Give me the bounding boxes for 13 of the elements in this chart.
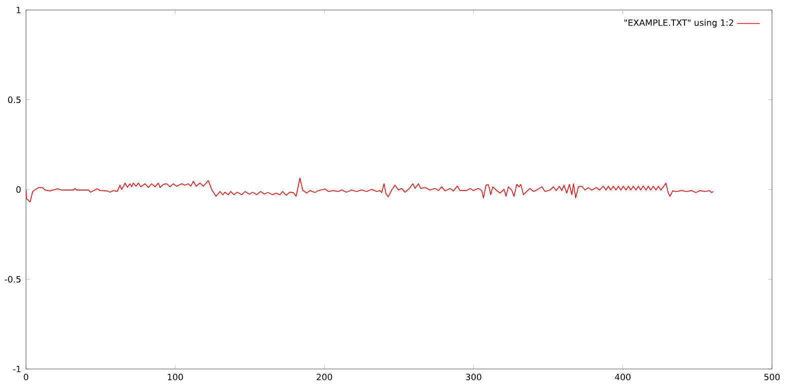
line-series (26, 178, 714, 202)
x-tick-label: 500 (764, 374, 780, 380)
x-tick-label: 0 (24, 374, 28, 380)
y-tick-label: 1 (16, 6, 20, 14)
y-tick-label: 0.5 (8, 96, 21, 104)
x-tick-label: 200 (316, 374, 332, 380)
x-tick-label: 100 (168, 374, 183, 380)
y-tick-label: -0.5 (4, 276, 21, 283)
y-tick-label: -1 (13, 366, 20, 372)
x-tick-label: 400 (614, 374, 630, 380)
x-tick-label: 300 (466, 374, 482, 380)
y-tick-label: 0 (16, 186, 21, 193)
legend-label: "EXAMPLE.TXT" using 1:2 (624, 19, 734, 28)
